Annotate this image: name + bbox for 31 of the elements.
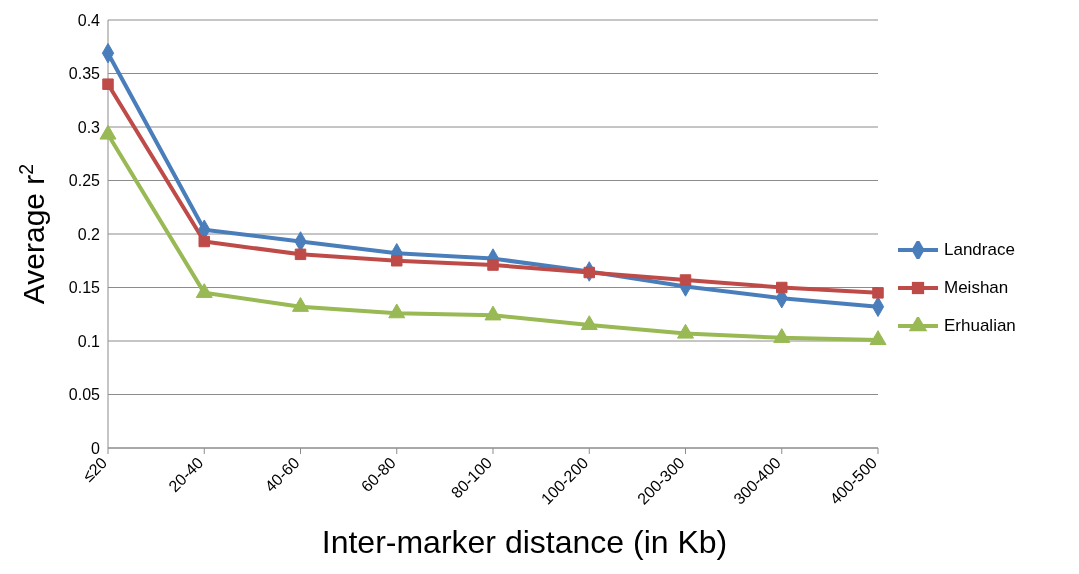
y-tick-label: 0 xyxy=(91,439,101,457)
x-axis-title: Inter-marker distance (in Kb) xyxy=(321,524,728,560)
point xyxy=(679,274,692,286)
legend-label: Meishan xyxy=(944,278,1009,298)
point xyxy=(294,248,307,261)
y-tick-label: 0.25 xyxy=(68,172,101,190)
y-tick-label: 0.15 xyxy=(68,279,101,297)
y-tick-label: 0.05 xyxy=(68,386,101,404)
point xyxy=(583,266,595,279)
y-tick-label: 0.35 xyxy=(68,65,101,83)
point xyxy=(292,297,309,312)
point xyxy=(487,259,499,271)
point xyxy=(195,283,213,298)
point xyxy=(484,305,502,321)
point xyxy=(677,323,694,339)
point xyxy=(872,287,884,299)
point xyxy=(391,255,403,267)
x-tick-label: ≤20 xyxy=(79,454,111,485)
legend-label: Erhualian xyxy=(944,316,1016,336)
point xyxy=(388,303,406,319)
y-tick-label: 0.2 xyxy=(77,225,101,243)
y-tick-label: 0.1 xyxy=(77,332,101,350)
point xyxy=(773,328,791,343)
legend-label: Landrace xyxy=(944,240,1015,260)
point xyxy=(580,315,598,331)
y-tick-label: 0.3 xyxy=(77,118,101,136)
point xyxy=(776,281,788,294)
point xyxy=(102,78,114,90)
point xyxy=(198,235,210,248)
point xyxy=(869,330,887,346)
y-tick-label: 0.4 xyxy=(77,11,101,29)
